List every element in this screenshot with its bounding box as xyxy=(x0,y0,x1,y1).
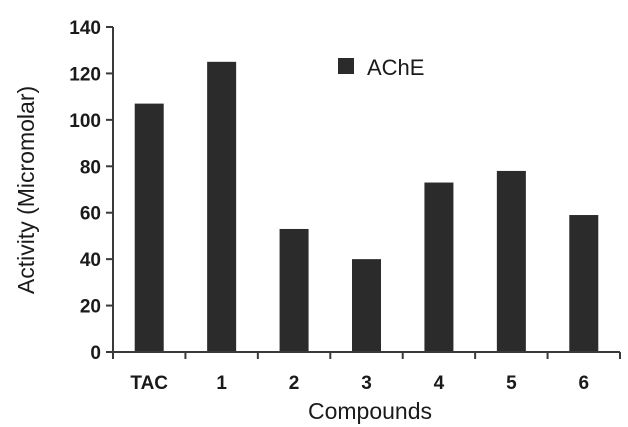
y-tick-label: 40 xyxy=(80,250,101,271)
x-axis-ticks: TAC 1 2 3 4 5 6 xyxy=(112,352,621,394)
y-axis-title: Activity (Micromolar) xyxy=(13,86,39,294)
bar-5 xyxy=(496,170,526,352)
bars xyxy=(134,61,599,352)
legend: AChE xyxy=(338,55,424,80)
x-tick-label: 4 xyxy=(434,373,445,394)
y-tick-label: 80 xyxy=(80,157,101,178)
y-tick-label: 0 xyxy=(90,343,101,364)
y-tick-label: 120 xyxy=(69,64,101,85)
x-tick-label: 2 xyxy=(289,373,300,394)
y-tick-label: 100 xyxy=(69,111,101,132)
legend-label: AChE xyxy=(367,55,424,80)
y-axis-ticks: 0 20 40 60 80 100 120 140 xyxy=(69,18,113,364)
y-tick-label: 140 xyxy=(69,18,101,39)
bar-6 xyxy=(569,215,599,352)
bar-tac xyxy=(134,103,164,352)
x-tick-label: 6 xyxy=(578,373,589,394)
legend-swatch xyxy=(338,58,354,74)
x-tick-label: TAC xyxy=(130,373,168,394)
bar-2 xyxy=(279,228,309,352)
x-axis-title: Compounds xyxy=(308,398,432,424)
y-tick-label: 20 xyxy=(80,297,101,318)
bar-3 xyxy=(352,259,381,352)
bar-1 xyxy=(207,61,237,352)
x-tick-label: 3 xyxy=(361,373,372,394)
x-tick-label: 1 xyxy=(216,373,227,394)
bar-4 xyxy=(424,182,454,352)
y-tick-label: 60 xyxy=(80,204,101,225)
x-tick-label: 5 xyxy=(506,373,517,394)
